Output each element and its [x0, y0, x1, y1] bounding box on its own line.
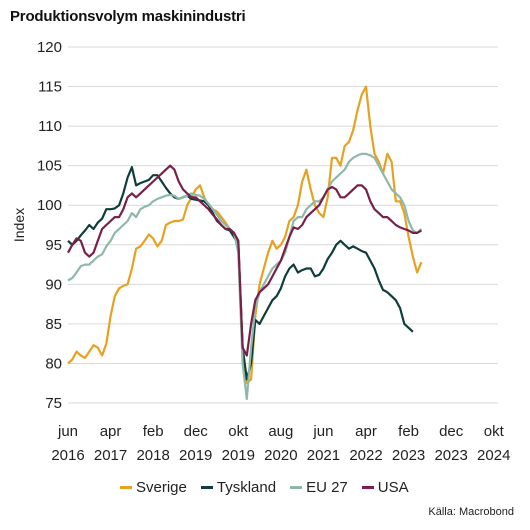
series-lines [67, 85, 423, 401]
x-tick-month: feb [143, 423, 164, 440]
x-tick-month: aug [268, 423, 293, 440]
x-tick-month: jun [57, 423, 78, 440]
source-note: Källa: Macrobond [428, 506, 514, 518]
y-tick-label: 90 [45, 276, 62, 293]
legend-swatch [290, 486, 303, 489]
y-axis-ticks: 75 80 85 90 95 100 105 110 115 120 [37, 39, 62, 412]
gridlines [68, 46, 498, 404]
x-tick-month: okt [228, 423, 249, 440]
y-tick-label: 85 [45, 316, 62, 333]
legend-swatch [361, 486, 374, 489]
x-tick-year: 2017 [94, 447, 127, 464]
x-axis-ticks: jun 2016 apr 2017 feb 2018 dec 2019 okt 2019 aug 20… [51, 423, 510, 464]
x-tick-year: 2016 [51, 447, 84, 464]
legend-item: Sverige [120, 479, 187, 496]
y-tick-label: 80 [45, 355, 62, 372]
legend-label: Sverige [136, 479, 187, 496]
legend-swatch [200, 486, 213, 489]
x-tick-month: feb [398, 423, 419, 440]
chart-title: Produktionsvolym maskinindustri [10, 8, 246, 25]
legend-label: EU 27 [306, 479, 348, 496]
legend-item: USA [361, 479, 409, 496]
x-tick-month: dec [184, 423, 209, 440]
y-tick-label: 100 [37, 197, 62, 214]
x-tick-year: 2018 [136, 447, 169, 464]
x-tick-year: 2023 [392, 447, 425, 464]
legend-label: USA [377, 479, 409, 496]
series-line-eu-27 [67, 152, 423, 401]
series-line-sverige [67, 85, 423, 385]
x-tick-month: okt [484, 423, 505, 440]
legend-item: Tyskland [200, 479, 277, 496]
legend-label: Tyskland [216, 479, 277, 496]
x-tick-year: 2024 [477, 447, 510, 464]
legend-swatch [120, 486, 132, 489]
x-tick-year: 2022 [349, 447, 382, 464]
y-tick-label: 95 [45, 237, 62, 254]
x-tick-year: 2019 [222, 447, 255, 464]
y-tick-label: 105 [37, 158, 62, 175]
x-tick-month: dec [439, 423, 464, 440]
series-line-usa [67, 164, 422, 357]
y-tick-label: 120 [37, 39, 62, 56]
x-tick-year: 2021 [307, 447, 340, 464]
x-tick-year: 2023 [434, 447, 467, 464]
y-tick-label: 110 [38, 118, 62, 135]
x-tick-year: 2019 [179, 447, 212, 464]
x-tick-month: apr [355, 423, 377, 440]
y-tick-label: 115 [38, 79, 62, 96]
y-axis-label: Index [11, 208, 27, 242]
legend-item: EU 27 [290, 479, 348, 496]
y-tick-label: 75 [45, 395, 62, 412]
x-tick-month: apr [100, 423, 122, 440]
x-tick-month: jun [312, 423, 333, 440]
legend: Sverige Tyskland EU 27 USA [120, 479, 409, 496]
x-tick-year: 2020 [264, 447, 297, 464]
